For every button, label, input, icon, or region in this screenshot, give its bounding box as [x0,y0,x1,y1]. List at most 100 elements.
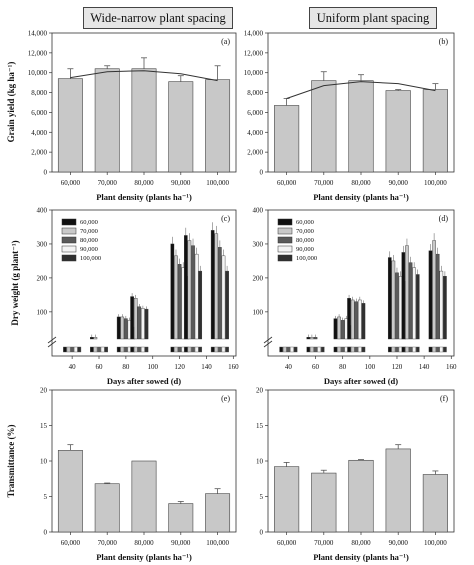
axis-break [263,340,273,348]
bar [191,245,195,340]
break-box [412,346,416,353]
bar [310,337,314,340]
break-box [286,346,291,353]
break-box [66,346,71,353]
break-box [184,346,188,353]
x-tick-label: 70,000 [98,179,118,187]
legend-swatch [277,227,293,235]
bar [350,299,355,340]
y-tick-label: 4,000 [31,129,47,137]
y-tick-label: 5 [44,493,48,501]
bar [205,79,231,173]
bar [221,255,226,340]
bar [385,90,411,173]
x-tick-label: 70,000 [314,539,334,547]
bar [177,264,182,340]
panel-label: (d) [439,214,449,223]
break-box [428,346,433,353]
break-box [120,346,125,353]
y-tick-label: 2,000 [247,149,263,157]
break-box [340,346,345,353]
y-axis-label: Transmittance (%) [6,424,16,497]
break-box [218,346,222,353]
break-box [293,346,298,353]
y-tick-label: 300 [37,240,48,248]
break-box [104,346,109,353]
y-tick-label: 4,000 [247,129,263,137]
y-tick-label: 0 [260,529,264,537]
bar [358,299,362,340]
break-box [358,346,362,353]
break-box [279,346,283,353]
x-tick-label: 90,000 [171,539,191,547]
bar [137,306,142,340]
x-axis-label: Plant density (plants ha⁻¹) [313,192,409,202]
bar [93,337,98,340]
trend-line [286,81,436,100]
panel-label: (a) [221,37,230,46]
y-tick-label: 10,000 [28,69,48,77]
x-tick-label: 100,000 [206,179,229,187]
legend-swatch [61,254,77,262]
break-box [191,346,195,353]
panel-label: (c) [221,214,230,223]
legend-label: 70,000 [80,228,98,235]
bar [90,337,94,340]
break-box [174,346,178,353]
plot-frame-2 [51,209,237,357]
y-tick-label: 14,000 [28,30,48,38]
y-tick-label: 200 [253,274,264,282]
y-tick-label: 0 [44,529,48,537]
bar [422,474,448,533]
break-box [170,346,175,353]
y-tick-label: 20 [40,387,48,395]
x-tick-label: 100 [365,363,376,371]
x-tick-label: 90,000 [389,179,409,187]
bar [340,320,345,340]
break-box [415,346,420,353]
break-box [387,346,392,353]
legend-label: 100,000 [296,255,317,262]
legend-swatch [61,218,77,226]
bar [422,89,448,173]
axis-break [47,340,57,348]
x-tick-label: 60 [96,363,104,371]
legend-swatch [61,236,77,244]
break-box [354,346,359,353]
y-tick-label: 12,000 [244,49,264,57]
x-tick-label: 100,000 [206,539,229,547]
x-tick-label: 140 [201,363,212,371]
legend-label: 80,000 [296,237,314,244]
bar [174,255,178,340]
y-axis-label: Dry weight (g plant⁻¹) [10,240,20,325]
x-tick-label: 100 [147,363,158,371]
bar [214,233,219,340]
header-uniform: Uniform plant spacing [309,7,437,29]
bar [306,337,311,340]
x-tick-label: 80,000 [134,539,154,547]
x-tick-label: 80 [339,363,347,371]
break-box [177,346,182,353]
legend-swatch [277,245,293,253]
y-tick-label: 0 [44,169,48,177]
x-tick-label: 60,000 [277,539,297,547]
bar [395,272,399,340]
bar [347,298,351,340]
bar [439,270,444,340]
y-tick-label: 100 [253,308,264,316]
bar [387,257,392,340]
break-box [306,346,311,353]
break-box [97,346,101,353]
bar [274,105,300,173]
bar [124,318,128,340]
legend-swatch [277,254,293,262]
y-tick-label: 400 [37,207,48,215]
bar [210,230,215,340]
legend-swatch [277,236,293,244]
x-axis-label: Plant density (plants ha⁻¹) [96,552,192,562]
x-tick-label: 40 [285,363,293,371]
break-box [141,346,145,353]
x-tick-label: 120 [174,363,185,371]
y-axis-label: Grain yield (kg ha⁻¹) [6,62,16,143]
